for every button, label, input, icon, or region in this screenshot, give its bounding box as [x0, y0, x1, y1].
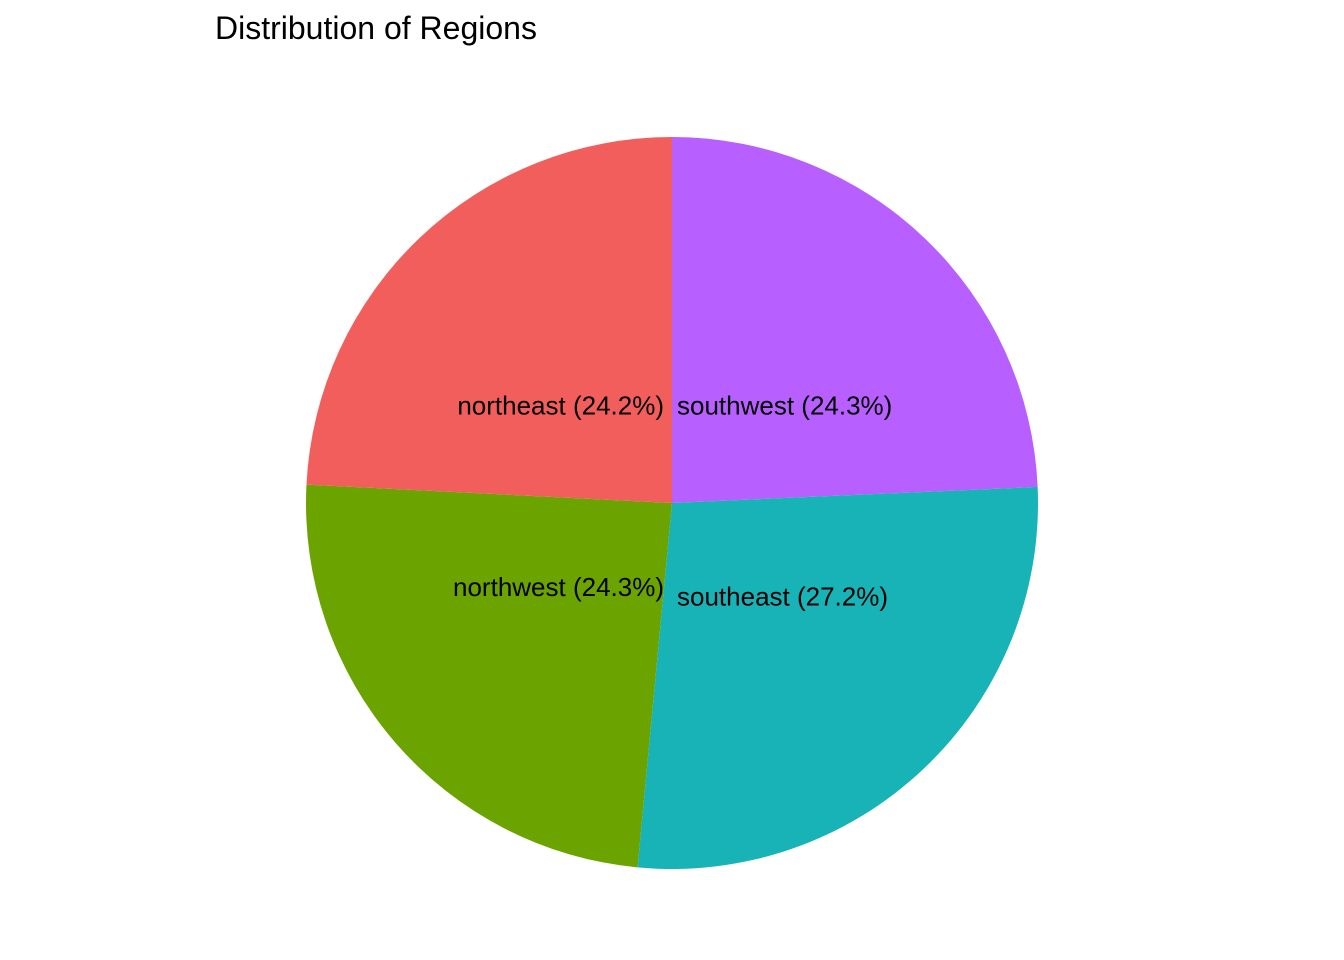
chart-title: Distribution of Regions: [215, 10, 537, 46]
pie-label-southeast: southeast (27.2%): [677, 581, 888, 611]
pie-label-northwest: northwest (24.3%): [453, 572, 664, 602]
pie-labels: southwest (24.3%) southeast (27.2%) northw…: [453, 390, 892, 611]
pie-label-northeast: northeast (24.2%): [457, 390, 664, 420]
pie-label-southwest: southwest (24.3%): [677, 391, 892, 421]
pie-slice-northeast: [306, 137, 672, 503]
pie-slices: [306, 137, 1038, 870]
pie-slice-northwest: [306, 484, 672, 868]
pie-slice-southwest: [672, 137, 1038, 503]
pie-slice-southeast: [637, 486, 1038, 870]
